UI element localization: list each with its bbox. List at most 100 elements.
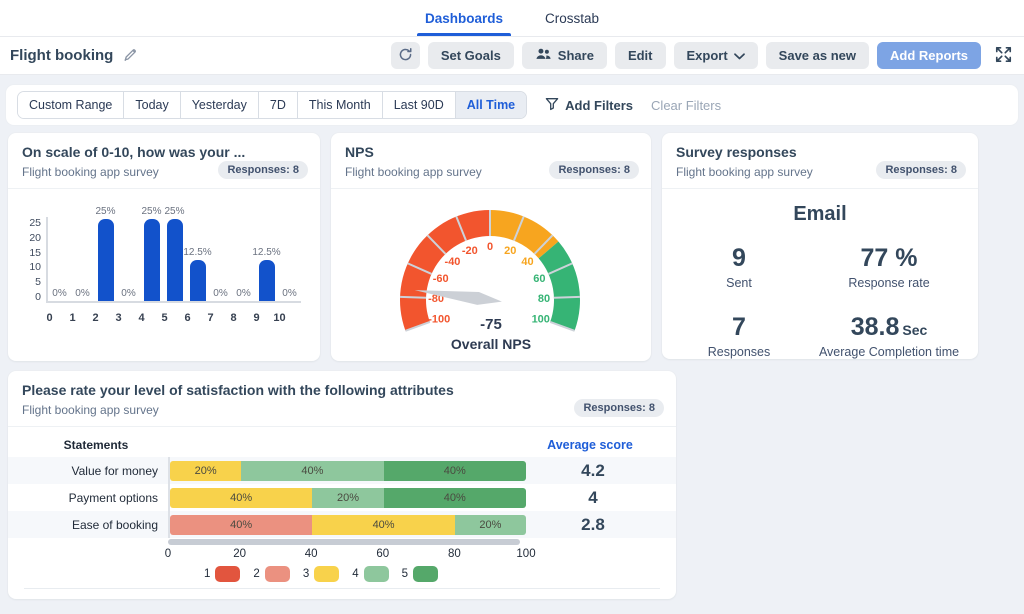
channel-label: Email (670, 203, 970, 226)
bar-segment[interactable]: 20% (170, 461, 241, 481)
refresh-button[interactable] (391, 42, 420, 69)
responses-badge: Responses: 8 (876, 161, 966, 179)
stacked-bar: 40%40%20% (168, 511, 526, 538)
axis-tick-label: 60 (376, 548, 389, 560)
bar-value-label: 12.5% (183, 247, 211, 258)
x-tick-label: 10 (268, 312, 291, 324)
bar-segment[interactable]: 40% (170, 488, 312, 508)
statement-label: Payment options (24, 491, 168, 505)
bar[interactable] (167, 219, 183, 301)
legend-item[interactable]: 2 (253, 566, 289, 582)
chart-horizontal-scrollbar[interactable] (168, 539, 520, 545)
statements-header: Statements (24, 438, 168, 452)
add-filters-button[interactable]: Add Filters (545, 97, 633, 114)
legend-item[interactable]: 5 (402, 566, 438, 582)
edit-button[interactable]: Edit (615, 42, 666, 69)
x-tick-label: 2 (84, 312, 107, 324)
y-tick-label: 10 (29, 261, 41, 273)
range-yesterday[interactable]: Yesterday (181, 92, 259, 118)
range-last-90d[interactable]: Last 90D (383, 92, 456, 118)
nps-gauge-svg: -100-80-60-40-20020406080100 (331, 189, 649, 337)
stat-completion-time-value: 38.8Sec (808, 313, 970, 342)
bar-segment[interactable]: 40% (241, 461, 383, 481)
share-button-label: Share (558, 48, 594, 63)
satisfaction-row: Ease of booking40%40%20%2.8 (8, 511, 676, 538)
date-range-segmented-control: Custom Range Today Yesterday 7D This Mon… (17, 91, 527, 119)
completion-time-number: 38.8 (851, 313, 900, 341)
card-satisfaction-subtitle: Flight booking app survey (22, 403, 662, 417)
add-reports-button[interactable]: Add Reports (877, 42, 981, 69)
edit-title-button[interactable] (121, 46, 138, 66)
satisfaction-row: Payment options40%20%40%4 (8, 484, 676, 511)
gauge-tick-label: -40 (445, 256, 461, 268)
legend-item[interactable]: 4 (352, 566, 388, 582)
export-button-label: Export (687, 48, 728, 63)
average-score-header[interactable]: Average score (520, 438, 660, 452)
gauge-tick-label: -60 (433, 273, 449, 285)
save-as-new-button[interactable]: Save as new (766, 42, 869, 69)
scale-chart-plot: 0%0%25%0%25%25%12.5%0%0%12.5%0% (46, 217, 301, 303)
legend-item[interactable]: 1 (204, 566, 240, 582)
axis-tick-label: 20 (233, 548, 246, 560)
gauge-tick-label: 60 (533, 273, 545, 285)
legend-swatch (314, 566, 339, 582)
dashboard-content: On scale of 0-10, how was your ... Fligh… (0, 133, 1024, 599)
card-scale-header: On scale of 0-10, how was your ... Fligh… (8, 133, 320, 189)
share-button[interactable]: Share (522, 42, 607, 69)
range-custom-range[interactable]: Custom Range (18, 92, 124, 118)
axis-tick-label: 100 (516, 548, 535, 560)
x-tick-label: 4 (130, 312, 153, 324)
stat-response-rate-label: Response rate (808, 276, 970, 290)
range-this-month[interactable]: This Month (298, 92, 383, 118)
card-nps-header: NPS Flight booking app survey Responses:… (331, 133, 651, 189)
card-scale-question: On scale of 0-10, how was your ... Fligh… (8, 133, 320, 361)
fullscreen-button[interactable] (993, 44, 1014, 68)
nps-gauge: -100-80-60-40-20020406080100 -75 Overall… (331, 189, 651, 357)
bar-value-label: 0% (52, 288, 66, 299)
bar-segment[interactable]: 40% (384, 461, 526, 481)
legend-swatch (265, 566, 290, 582)
bar[interactable] (144, 219, 160, 301)
range-all-time[interactable]: All Time (456, 92, 526, 118)
tab-crosstab[interactable]: Crosstab (542, 0, 602, 36)
bar[interactable] (98, 219, 114, 301)
bar-segment[interactable]: 20% (312, 488, 383, 508)
card-survey-responses: Survey responses Flight booking app surv… (662, 133, 978, 359)
export-button[interactable]: Export (674, 42, 758, 69)
bar-value-label: 25% (164, 206, 184, 217)
bar-slot: 25% (163, 217, 186, 301)
refresh-icon (398, 47, 413, 65)
bar-slot: 0% (48, 217, 71, 301)
card-satisfaction: Please rate your level of satisfaction w… (8, 371, 676, 599)
tab-dashboards[interactable]: Dashboards (422, 0, 506, 36)
gauge-tick-label: -20 (462, 245, 478, 257)
y-tick-label: 20 (29, 232, 41, 244)
bar-segment[interactable]: 40% (312, 515, 454, 535)
y-tick-label: 5 (35, 276, 41, 288)
bar[interactable] (190, 260, 206, 301)
legend-swatch (215, 566, 240, 582)
card-nps-title: NPS (345, 144, 637, 160)
bar[interactable] (259, 260, 275, 301)
bar-segment[interactable]: 40% (170, 515, 312, 535)
bar-value-label: 0% (282, 288, 296, 299)
card-footer-divider (24, 588, 660, 598)
fullscreen-icon (993, 44, 1014, 68)
bar-slot: 25% (140, 217, 163, 301)
x-tick-label: 1 (61, 312, 84, 324)
range-7d[interactable]: 7D (259, 92, 298, 118)
satisfaction-column-headers: Statements Average score (8, 433, 676, 457)
bar-segment[interactable]: 20% (455, 515, 526, 535)
bar-segment[interactable]: 40% (384, 488, 526, 508)
set-goals-button[interactable]: Set Goals (428, 42, 514, 69)
y-tick-label: 25 (29, 217, 41, 229)
range-today[interactable]: Today (124, 92, 180, 118)
x-tick-label: 3 (107, 312, 130, 324)
x-tick-label: 8 (222, 312, 245, 324)
people-icon (535, 47, 552, 64)
satisfaction-rows: Value for money20%40%40%4.2Payment optio… (8, 457, 676, 538)
x-tick-label: 0 (38, 312, 61, 324)
legend-item[interactable]: 3 (303, 566, 339, 582)
clear-filters-button[interactable]: Clear Filters (651, 98, 721, 113)
bar-value-label: 12.5% (252, 247, 280, 258)
